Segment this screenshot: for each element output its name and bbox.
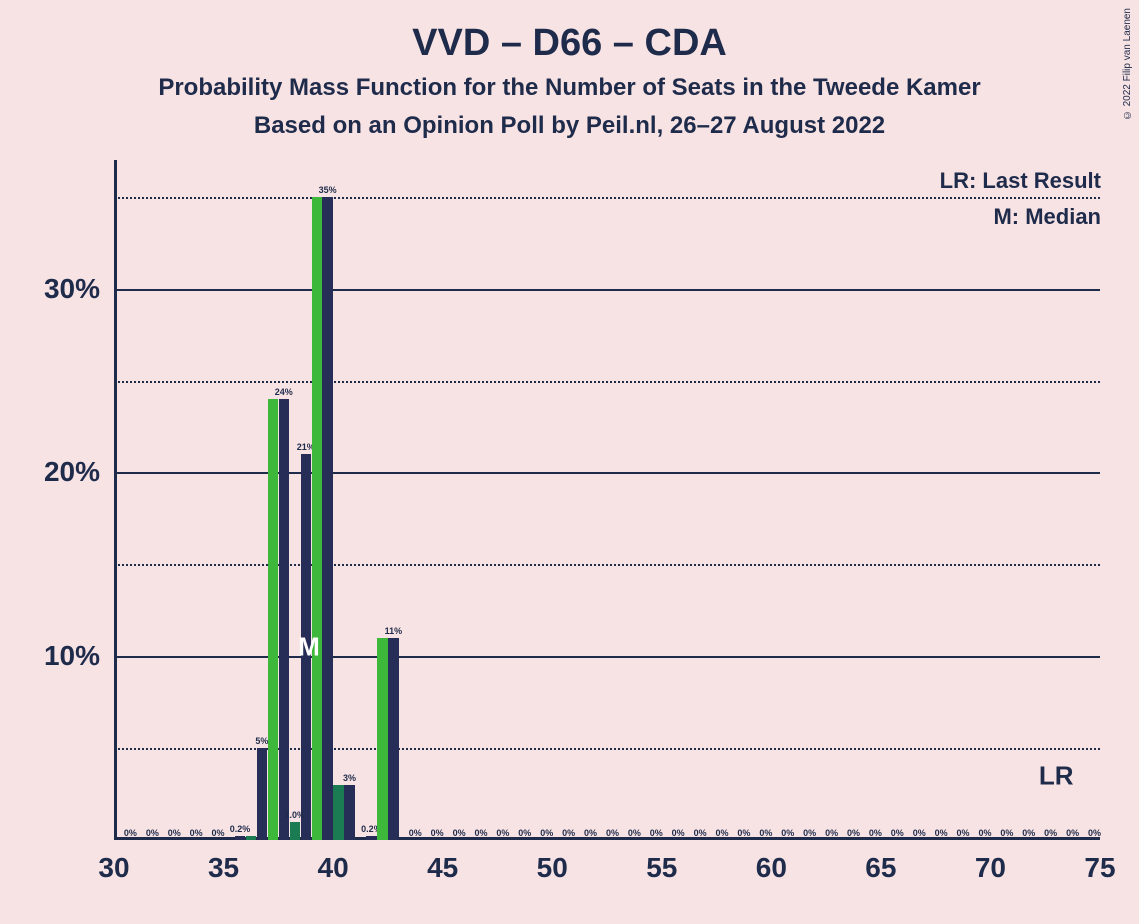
- bar-label: 0%: [1000, 828, 1013, 838]
- bar-series-b: [333, 785, 343, 840]
- gridline-minor: [114, 197, 1100, 199]
- bar-label: 0%: [825, 828, 838, 838]
- bar-label: 0%: [737, 828, 750, 838]
- gridline-minor: [114, 564, 1100, 566]
- bar-label: 0%: [453, 828, 466, 838]
- chart-title: VVD – D66 – CDA: [0, 22, 1139, 65]
- x-tick-label: 30: [98, 840, 129, 884]
- bar-label: 0%: [190, 828, 203, 838]
- last-result-marker: LR: [1039, 760, 1074, 791]
- x-tick-label: 45: [427, 840, 458, 884]
- bar-series-c: [312, 197, 322, 840]
- bar-series-a: 24%: [279, 399, 289, 840]
- bar-series-c: [268, 399, 278, 840]
- y-tick-label: 30%: [44, 273, 114, 305]
- bar-label: 0%: [759, 828, 772, 838]
- bar-label: 0%: [212, 828, 225, 838]
- chart-container: VVD – D66 – CDA Probability Mass Functio…: [0, 0, 1139, 924]
- x-tick-label: 55: [646, 840, 677, 884]
- bar-series-b: 1.0%: [290, 822, 300, 840]
- bar-label: 11%: [385, 626, 403, 636]
- bar-label: 0%: [869, 828, 882, 838]
- bar-series-a: 0.2%: [235, 836, 245, 840]
- bar-label: 0%: [584, 828, 597, 838]
- x-tick-label: 70: [975, 840, 1006, 884]
- x-tick-label: 75: [1084, 840, 1115, 884]
- bar-label: 0%: [540, 828, 553, 838]
- y-axis: [114, 160, 117, 840]
- bar-label: 0%: [650, 828, 663, 838]
- bar-label: 0%: [496, 828, 509, 838]
- bar-series-a: 3%: [344, 785, 354, 840]
- bar-label: 0%: [1066, 828, 1079, 838]
- bar-label: 0%: [781, 828, 794, 838]
- bar-label: 0%: [1022, 828, 1035, 838]
- copyright-text: © 2022 Filip van Laenen: [1122, 8, 1133, 120]
- x-tick-label: 50: [537, 840, 568, 884]
- bar-label: 5%: [255, 736, 268, 746]
- bar-label: 0%: [935, 828, 948, 838]
- gridline-major: [114, 289, 1100, 291]
- chart-subtitle-1: Probability Mass Function for the Number…: [0, 74, 1139, 102]
- bar-label: 24%: [275, 387, 293, 397]
- bar-label: 0%: [431, 828, 444, 838]
- bar-label: 0%: [146, 828, 159, 838]
- bar-label: 3%: [343, 773, 356, 783]
- bar-label: 0%: [716, 828, 729, 838]
- bar-series-b: [246, 836, 256, 840]
- gridline-major: [114, 656, 1100, 658]
- y-tick-label: 20%: [44, 456, 114, 488]
- bar-label: 0%: [913, 828, 926, 838]
- y-tick-label: 10%: [44, 640, 114, 672]
- bar-series-a: 35%: [322, 197, 332, 840]
- bar-label: 0%: [562, 828, 575, 838]
- bar-label: 1.0%: [284, 810, 305, 820]
- bar-label: 0%: [628, 828, 641, 838]
- plot-area: 10%20%30%303540455055606570750%0%0%0%0%0…: [114, 160, 1100, 840]
- bar-label: 0%: [124, 828, 137, 838]
- bar-label: 0%: [168, 828, 181, 838]
- x-tick-label: 35: [208, 840, 239, 884]
- median-marker: M: [298, 632, 320, 663]
- bar-label: 0%: [672, 828, 685, 838]
- x-tick-label: 40: [318, 840, 349, 884]
- bar-label: 0%: [694, 828, 707, 838]
- x-tick-label: 60: [756, 840, 787, 884]
- gridline-minor: [114, 381, 1100, 383]
- bar-series-c: [377, 638, 387, 840]
- bar-series-a: 11%: [388, 638, 398, 840]
- bar-label: 0%: [891, 828, 904, 838]
- bar-label: 0%: [957, 828, 970, 838]
- bar-label: 35%: [319, 185, 337, 195]
- bar-label: 0%: [1044, 828, 1057, 838]
- bar-label: 0%: [474, 828, 487, 838]
- bar-series-a: 5%: [257, 748, 267, 840]
- gridline-major: [114, 472, 1100, 474]
- bar-label: 0%: [978, 828, 991, 838]
- bar-label: 0%: [606, 828, 619, 838]
- bar-label: 0.2%: [230, 824, 251, 834]
- bar-label: 0%: [518, 828, 531, 838]
- bar-label: 0%: [847, 828, 860, 838]
- bar-label: 0%: [409, 828, 422, 838]
- chart-subtitle-2: Based on an Opinion Poll by Peil.nl, 26–…: [0, 112, 1139, 140]
- x-tick-label: 65: [865, 840, 896, 884]
- bar-label: 0%: [803, 828, 816, 838]
- bar-label: 0%: [1088, 828, 1101, 838]
- bar-series-a: 0.2%: [366, 836, 376, 840]
